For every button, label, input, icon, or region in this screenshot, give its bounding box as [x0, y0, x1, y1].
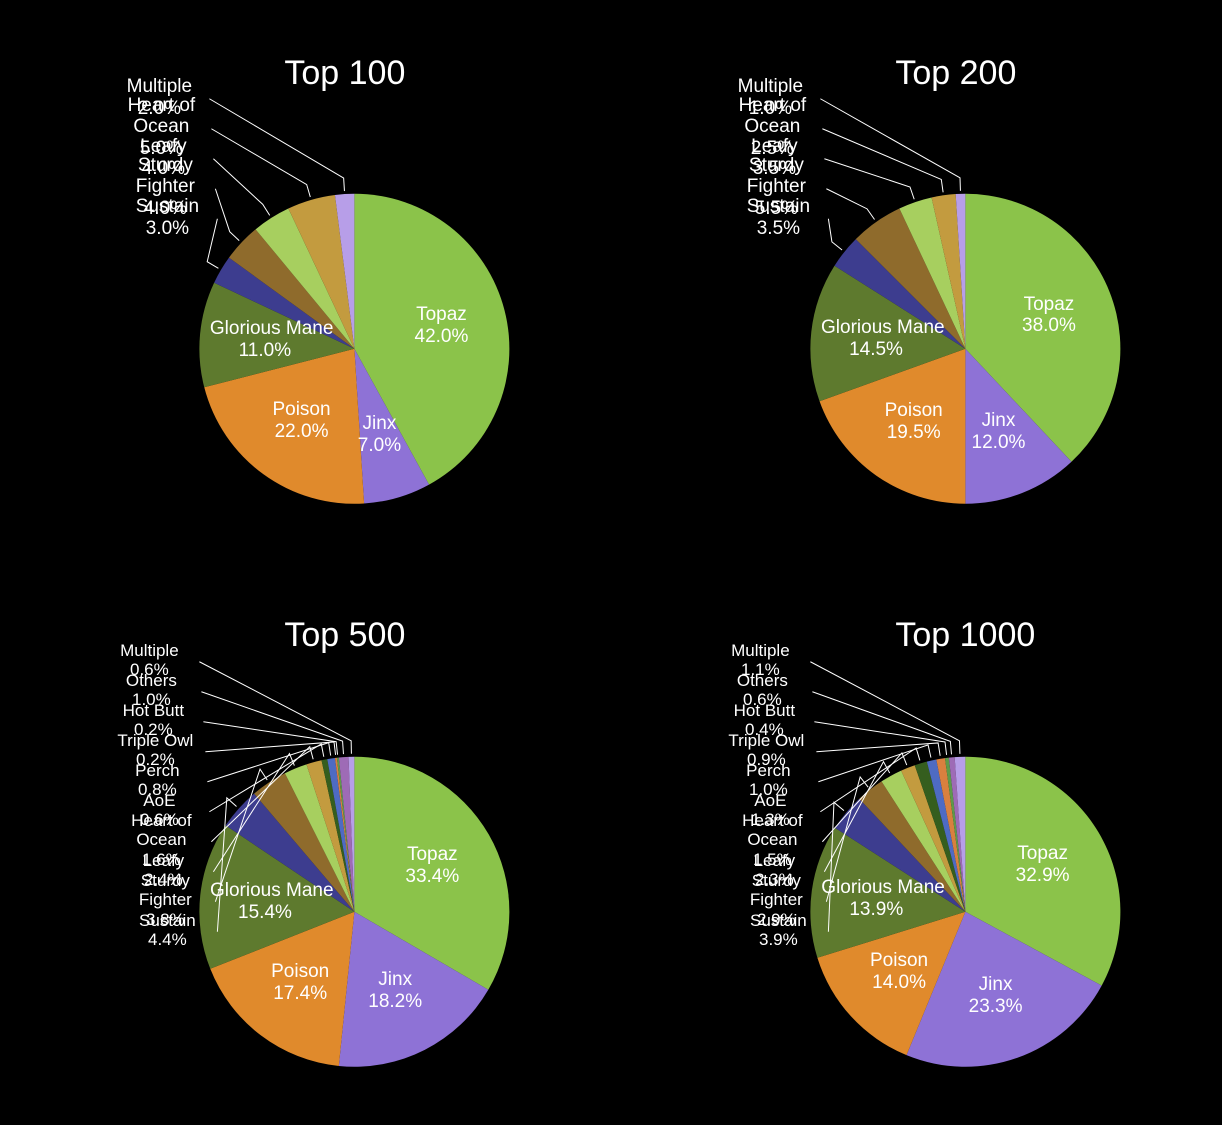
panel-top-100: Top 100TopazJinxPoisonGlorious ManeSusta…: [0, 0, 611, 563]
slice-label-inside: Poison 19.5%: [859, 400, 969, 444]
pie-chart: TopazJinxPoisonGlorious ManeSustainSturd…: [611, 563, 1222, 1125]
leader-line: [826, 189, 874, 220]
leader-line: [828, 219, 842, 250]
slice-label-inside: Glorious Mane 11.0%: [210, 318, 320, 362]
leader-line: [215, 189, 239, 241]
slice-label-outside: Sustain 3.0%: [117, 196, 217, 240]
slice-label-inside: Topaz 42.0%: [386, 304, 496, 348]
pie-chart: TopazJinxPoisonGlorious ManeSustainSturd…: [0, 563, 611, 1125]
slice-label-inside: Jinx 18.2%: [340, 969, 450, 1013]
slice-label-inside: Jinx 23.3%: [941, 974, 1051, 1018]
leader-line: [824, 159, 914, 200]
leader-line: [812, 691, 951, 754]
leader-line: [211, 129, 310, 197]
slice-label-inside: Glorious Mane 14.5%: [821, 317, 931, 361]
slice-label-outside: Sustain 3.9%: [728, 911, 828, 950]
panel-top-200: Top 200TopazJinxPoisonGlorious ManeSusta…: [611, 0, 1222, 563]
chart-grid: Top 100TopazJinxPoisonGlorious ManeSusta…: [0, 0, 1222, 1125]
leader-line: [205, 741, 335, 754]
leader-line: [814, 721, 946, 754]
slice-label-inside: Topaz 38.0%: [994, 294, 1104, 338]
panel-top-500: Top 500TopazJinxPoisonGlorious ManeSusta…: [0, 563, 611, 1125]
leader-line: [816, 742, 940, 755]
leader-line: [820, 99, 960, 191]
leader-line: [203, 721, 337, 754]
slice-label-inside: Poison 17.4%: [245, 961, 355, 1005]
slice-label-inside: Topaz 33.4%: [377, 844, 487, 888]
slice-label-inside: Glorious Mane 15.4%: [210, 880, 320, 924]
leader-line: [209, 99, 344, 191]
slice-label-outside: Sustain 3.5%: [728, 196, 828, 240]
leader-line: [199, 661, 351, 753]
slice-label-inside: Glorious Mane 13.9%: [821, 877, 931, 921]
pie-chart: TopazJinxPoisonGlorious ManeSustainSturd…: [611, 0, 1222, 563]
leader-line: [822, 129, 943, 193]
panel-top-1000: Top 1000TopazJinxPoisonGlorious ManeSust…: [611, 563, 1222, 1125]
slice-label-inside: Topaz 32.9%: [988, 843, 1098, 887]
slice-label-inside: Poison 22.0%: [247, 399, 357, 443]
slice-label-outside: Sustain 4.4%: [117, 911, 217, 950]
pie-chart: TopazJinxPoisonGlorious ManeSustainSturd…: [0, 0, 611, 563]
slice-label-inside: Poison 14.0%: [844, 950, 954, 994]
leader-line: [810, 661, 960, 753]
